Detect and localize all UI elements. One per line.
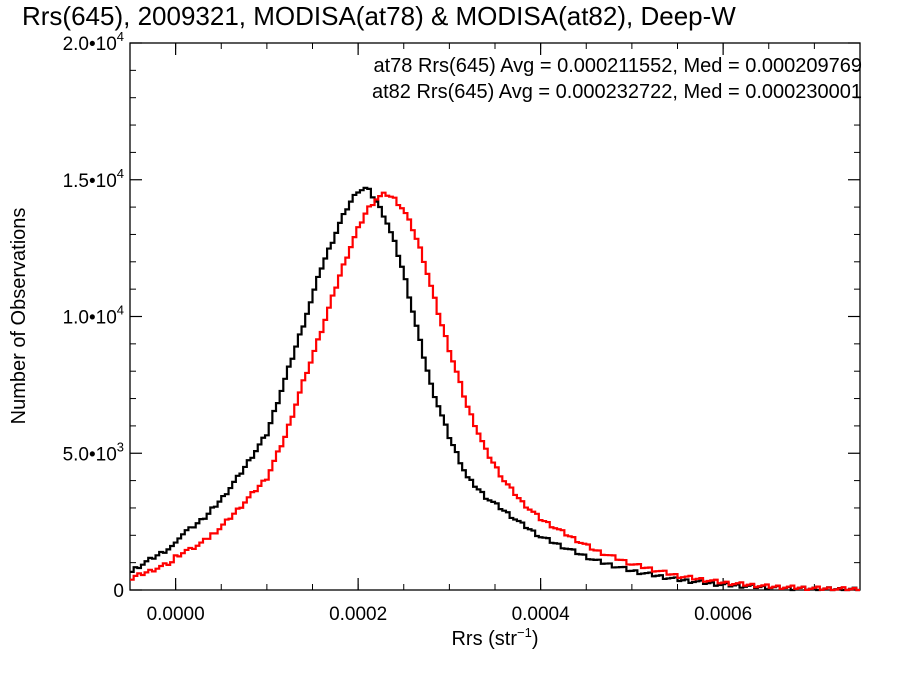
y-axis-ticks: 0 5.0•103 1.0•104 1.5•104 2.0•104 (63, 29, 860, 602)
y-tick-label-3: 1.5•104 (63, 166, 124, 192)
y-tick-label-0: 0 (113, 581, 124, 602)
y-tick-label-2: 1.0•104 (63, 303, 124, 329)
x-axis-ticks: 0.0000 0.0002 0.0004 0.0006 (129, 43, 861, 625)
series-line-1 (130, 191, 860, 592)
legend-entry-at82: at82 Rrs(645) Avg = 0.000232722, Med = 0… (372, 81, 862, 103)
x-tick-label-0: 0.0000 (147, 604, 205, 625)
series-group (130, 186, 860, 592)
series-line-0 (130, 186, 860, 592)
legend: at78 Rrs(645) Avg = 0.000211552, Med = 0… (372, 55, 862, 103)
y-tick-label-4: 2.0•104 (63, 29, 124, 55)
y-axis-label: Number of Observations (8, 208, 30, 425)
chart-title: Rrs(645), 2009321, MODISA(at78) & MODISA… (22, 1, 736, 31)
x-tick-label-2: 0.0004 (512, 604, 571, 625)
x-tick-label-1: 0.0002 (329, 604, 387, 625)
x-axis-label: Rrs (str−1) (451, 625, 538, 650)
legend-entry-at78: at78 Rrs(645) Avg = 0.000211552, Med = 0… (373, 55, 862, 77)
x-tick-label-3: 0.0006 (694, 604, 752, 625)
y-tick-label-1: 5.0•103 (63, 439, 124, 465)
